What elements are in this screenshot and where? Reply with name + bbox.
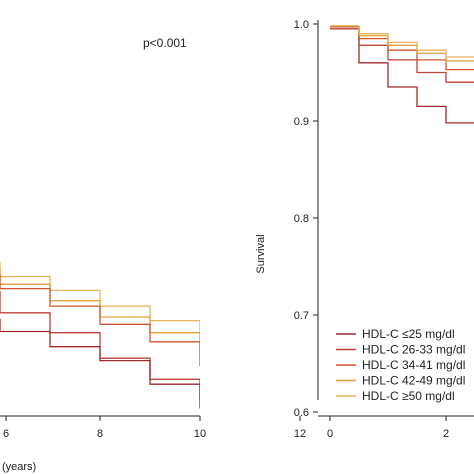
right-y-axis-label: Survival xyxy=(255,234,267,273)
right-series-line-2 xyxy=(330,26,474,71)
right-y-ticks: 0.6 0.7 0.8 0.9 1.0 xyxy=(294,19,318,419)
left-series-line-4 xyxy=(0,318,200,409)
right-x-ticks: 024 xyxy=(327,416,449,440)
left-series-group xyxy=(0,261,200,409)
legend-label-4: HDL-C ≥50 mg/dl xyxy=(362,389,455,403)
right-y-tick-label-0: 0.6 xyxy=(294,407,309,419)
left-panel: p<0.001 6 8 10 12 (years) xyxy=(0,36,306,473)
left-series-line-2 xyxy=(0,274,200,367)
right-series-line-4 xyxy=(330,25,474,58)
left-x-axis-label: (years) xyxy=(2,461,36,473)
right-series-line-3 xyxy=(330,25,474,62)
right-y-tick-label-3: 0.9 xyxy=(294,116,309,128)
right-y-tick-label-4: 1.0 xyxy=(294,19,309,31)
right-y-tick-label-2: 0.8 xyxy=(294,213,309,225)
legend-label-1: HDL-C 26-33 mg/dl xyxy=(362,343,465,357)
right-x-tick-label-0: 0 xyxy=(327,428,333,440)
legend-label-0: HDL-C ≤25 mg/dl xyxy=(362,327,455,341)
left-x-tick-label-2: 10 xyxy=(194,428,206,440)
right-x-tick-label-1: 2 xyxy=(443,428,449,440)
left-series-line-3 xyxy=(0,290,200,400)
left-series-line-1 xyxy=(0,269,200,359)
right-panel: Survival 0.60.70.80.91.0 024 HDL-C ≤25 m… xyxy=(255,19,474,440)
left-series-line-0 xyxy=(0,261,200,342)
left-x-tick-label-3: 12 xyxy=(294,428,306,440)
right-y-tick-label-1: 0.7 xyxy=(294,310,309,322)
legend-label-3: HDL-C 42-49 mg/dl xyxy=(362,374,465,388)
p-value-annotation: p<0.001 xyxy=(143,36,187,50)
right-series-group xyxy=(330,25,474,124)
left-x-tick-label-1: 8 xyxy=(97,428,103,440)
left-x-tick-label-0: 6 xyxy=(3,428,9,440)
right-series-line-0 xyxy=(330,28,474,124)
left-x-ticks: 6 8 10 12 xyxy=(3,416,306,440)
legend-label-2: HDL-C 34-41 mg/dl xyxy=(362,358,465,372)
